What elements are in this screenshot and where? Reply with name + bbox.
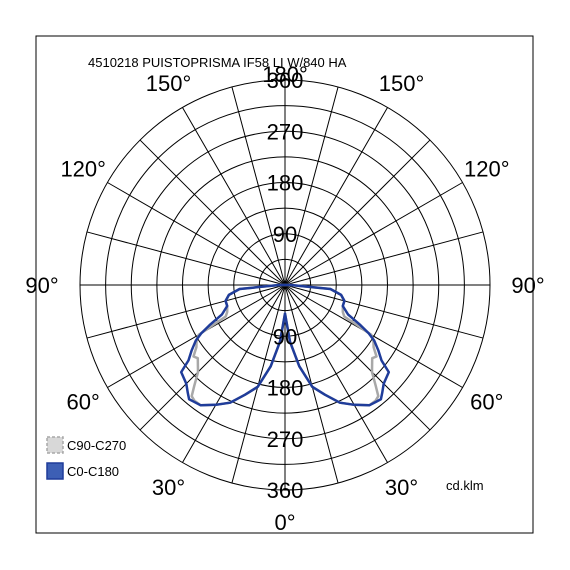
angle-label: 60° bbox=[470, 390, 503, 415]
grid-spoke bbox=[284, 86, 339, 286]
angle-label: 120° bbox=[60, 157, 106, 182]
grid-spoke bbox=[107, 284, 286, 388]
grid-spoke bbox=[107, 182, 286, 286]
radial-tick-label: 90 bbox=[273, 324, 297, 349]
grid-spoke bbox=[139, 284, 286, 431]
grid-spoke bbox=[284, 284, 484, 339]
angle-label: 180° bbox=[262, 62, 308, 87]
grid-spoke bbox=[86, 231, 286, 286]
grid-spoke bbox=[284, 284, 431, 431]
angle-label: 150° bbox=[146, 71, 192, 96]
radial-tick-label: 180 bbox=[267, 376, 304, 401]
grid-spoke bbox=[284, 107, 388, 286]
legend: C90-C270 C0-C180 bbox=[46, 436, 126, 480]
legend-label: C0-C180 bbox=[67, 464, 119, 479]
grid-spoke bbox=[182, 107, 286, 286]
grid-spoke bbox=[284, 139, 431, 286]
radial-tick-label: 360 bbox=[267, 478, 304, 503]
angle-label: 0° bbox=[274, 510, 295, 535]
angle-label: 150° bbox=[379, 71, 425, 96]
angle-label: 30° bbox=[152, 475, 185, 500]
legend-swatch bbox=[46, 436, 64, 454]
angle-label: 60° bbox=[67, 390, 100, 415]
series-curve-c0-c180 bbox=[179, 283, 391, 407]
grid-spoke bbox=[231, 86, 286, 286]
legend-swatch bbox=[46, 462, 64, 480]
grid-spoke bbox=[284, 284, 388, 463]
grid-spoke bbox=[284, 182, 463, 286]
grid-spoke bbox=[284, 284, 463, 388]
chart-title: 4510218 PUISTOPRISMA IF58 LI W/840 HA bbox=[88, 55, 347, 70]
radial-tick-label: 270 bbox=[267, 427, 304, 452]
legend-label: C90-C270 bbox=[67, 438, 126, 453]
radial-tick-label: 270 bbox=[267, 119, 304, 144]
angle-label: 90° bbox=[25, 273, 58, 298]
unit-label: cd.klm bbox=[446, 478, 484, 493]
grid-spoke bbox=[182, 284, 286, 463]
radial-tick-label: 360 bbox=[267, 68, 304, 93]
radial-tick-label: 180 bbox=[267, 171, 304, 196]
grid-spoke bbox=[139, 139, 286, 286]
intensity-curves bbox=[179, 283, 391, 407]
angle-label: 120° bbox=[464, 157, 510, 182]
angle-label: 30° bbox=[385, 475, 418, 500]
grid-spoke bbox=[86, 284, 286, 339]
axis-labels: 90 90 180 180 270 270 360 360 0° 30° 60° 90° 120° 150… bbox=[25, 62, 544, 535]
radial-tick-label: 90 bbox=[273, 222, 297, 247]
polar-grid bbox=[79, 79, 491, 491]
angle-label: 90° bbox=[511, 273, 544, 298]
grid-spoke bbox=[284, 231, 484, 286]
